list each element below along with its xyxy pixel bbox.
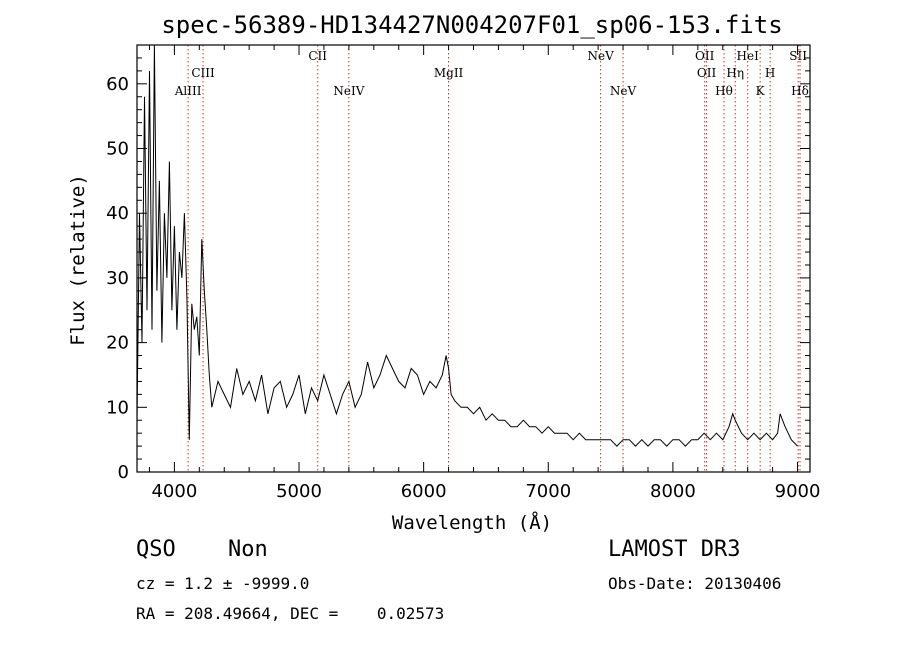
x-tick-label: 6000 — [401, 481, 447, 502]
line-marker-label: HeI — [737, 49, 760, 63]
y-tick-label: 50 — [106, 139, 129, 160]
line-marker-label: Hη — [726, 66, 744, 80]
line-marker-label: CII — [308, 49, 327, 63]
chart-title: spec-56389-HD134427N004207F01_sp06-153.f… — [161, 11, 782, 39]
y-tick-label: 20 — [106, 333, 129, 354]
x-tick-label: 7000 — [525, 481, 571, 502]
class-label: QSO — [136, 537, 176, 562]
emission-lines: AlIII CIII CII NeIV MgII NeV NeV OII OII Hθ Hη HeI K… — [174, 45, 809, 472]
survey-label: LAMOST DR3 — [608, 537, 741, 562]
axis-ticks: 4000 5000 6000 7000 8000 9000 0 10 20 30 40 50 60 — [106, 45, 820, 502]
obs-date: Obs-Date: 20130406 — [608, 574, 782, 593]
cz-value: cz = 1.2 ± -9999.0 — [136, 574, 310, 593]
y-axis-label: Flux (relative) — [67, 174, 89, 346]
y-tick-label: 30 — [106, 268, 129, 289]
line-marker-label: NeV — [610, 84, 637, 98]
y-tick-label: 10 — [106, 397, 129, 418]
y-tick-label: 40 — [106, 203, 129, 224]
line-marker-label: Hθ — [715, 84, 733, 98]
line-marker-label: NeIV — [333, 84, 364, 98]
line-marker-label: Hδ — [791, 84, 809, 98]
x-tick-label: 9000 — [775, 481, 821, 502]
line-marker-label: H — [765, 66, 775, 80]
plot-frame — [136, 44, 811, 473]
ra-dec: RA = 208.49664, DEC = 0.02573 — [136, 604, 445, 623]
line-marker-label: NeV — [587, 49, 614, 63]
line-marker-label: CIII — [191, 66, 215, 80]
y-tick-label: 0 — [118, 462, 129, 483]
x-tick-label: 5000 — [276, 481, 322, 502]
line-marker-label: SII — [789, 49, 807, 63]
line-marker-label: K — [756, 84, 766, 98]
x-tick-label: 8000 — [650, 481, 696, 502]
line-marker-label: OII — [695, 49, 715, 63]
spectrum-series-line — [136, 44, 798, 447]
line-marker-label: AlIII — [174, 84, 202, 98]
x-tick-label: 4000 — [151, 481, 197, 502]
x-axis-label: Wavelength (Å) — [392, 511, 552, 534]
line-marker-label: MgII — [434, 66, 464, 80]
y-tick-label: 60 — [106, 74, 129, 95]
subclass-label: Non — [228, 537, 268, 562]
line-marker-label: OII — [697, 66, 717, 80]
